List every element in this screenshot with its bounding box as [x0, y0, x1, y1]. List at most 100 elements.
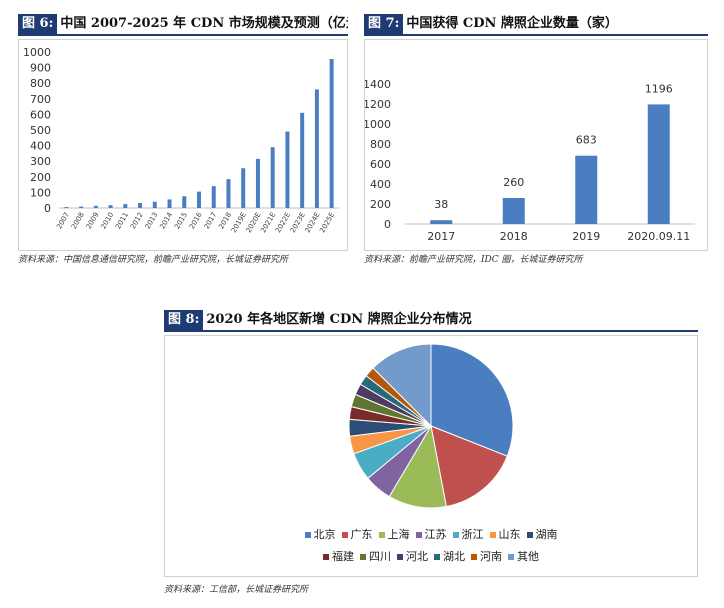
fig7-y-tick-label: 1200: [365, 98, 391, 111]
fig6-x-tick-label: 2012: [129, 211, 145, 230]
fig8-panel: 图 8: 2020 年各地区新增 CDN 牌照企业分布情况 北京 广东 上海 江苏 浙江 山…: [164, 308, 698, 600]
fig8-legend-label: 河北: [406, 550, 428, 563]
fig7-data-label: 38: [434, 198, 448, 211]
fig8-legend-label: 四川: [369, 550, 391, 563]
fig6-bar: [123, 204, 128, 208]
fig6-tag: 图 6:: [18, 14, 58, 34]
fig6-bar: [93, 205, 98, 208]
fig8-legend-label: 河南: [480, 550, 502, 563]
fig8-legend-swatch: [341, 532, 348, 538]
fig8-pie-slice: [372, 343, 432, 428]
fig7-y-tick-label: 1400: [365, 78, 391, 91]
fig6-y-tick-label: 400: [30, 140, 51, 153]
fig7-data-label: 260: [503, 176, 524, 189]
fig6-bar: [182, 196, 187, 208]
fig8-chart: [348, 343, 514, 509]
fig8-legend-item: 山东: [489, 526, 521, 542]
fig8-chart-frame: 北京 广东 上海 江苏 浙江 山东 湖南 福建 四川 河北 湖北 河南 其他: [164, 335, 698, 577]
fig6-bar: [226, 179, 231, 208]
fig8-legend-swatch: [415, 532, 422, 538]
fig6-bar: [108, 205, 113, 208]
fig8-legend-label: 湖北: [443, 550, 465, 563]
fig6-bar: [152, 201, 157, 208]
fig7-y-tick-label: 1000: [365, 118, 391, 131]
fig7-x-tick-label: 2019: [572, 230, 600, 243]
fig8-legend-swatch: [434, 554, 440, 560]
fig6-bar: [197, 191, 201, 208]
fig8-legend-label: 其他: [517, 550, 539, 563]
fig6-source: 资料来源：中国信息通信研究院，前瞻产业研究院，长城证券研究所: [18, 255, 289, 265]
fig6-y-tick-label: 600: [30, 108, 51, 121]
fig7-data-label: 683: [576, 134, 597, 147]
fig8-legend-label: 上海: [387, 528, 410, 541]
fig7-chart-frame: 0 200 400 600 800 1000 1200 1400 38 2017 260 2018 68…: [363, 39, 708, 251]
fig8-legend-item: 河北: [397, 548, 428, 564]
fig7-y-tick-label: 0: [384, 218, 391, 231]
fig6-x-tick-label: 2025E: [318, 211, 336, 234]
fig6-y-tick-label: 800: [30, 77, 51, 90]
fig6-panel: 图 6: 中国 2007-2025 年 CDN 市场规模及预测（亿元） 0 100 2…: [18, 12, 348, 268]
fig6-bar: [300, 112, 305, 208]
fig6-title-bar: 图 6: 中国 2007-2025 年 CDN 市场规模及预测（亿元）: [18, 12, 348, 36]
fig7-source: 资料来源：前瞻产业研究院，IDC 圈，长城证券研究所: [364, 255, 583, 265]
fig8-legend-label: 北京: [313, 528, 336, 541]
fig8-legend-swatch: [508, 554, 514, 560]
fig6-y-tick-label: 100: [30, 186, 51, 199]
fig6-x-tick-label: 2014: [158, 211, 174, 231]
fig7-title-bar: 图 7: 中国获得 CDN 牌照企业数量（家）: [364, 12, 708, 36]
fig7-bar: [502, 198, 525, 224]
fig8-title-bar: 图 8: 2020 年各地区新增 CDN 牌照企业分布情况: [164, 308, 698, 332]
fig6-bar: [255, 158, 260, 208]
fig6-y-tick-label: 1000: [23, 46, 51, 59]
fig6-bar: [314, 89, 319, 208]
fig8-legend-label: 江苏: [424, 528, 447, 541]
fig6-bar: [79, 206, 84, 208]
fig7-bar: [575, 155, 598, 224]
fig7-y-tick-label: 400: [370, 178, 391, 191]
fig6-x-tick-label: 2015: [173, 211, 189, 230]
fig6-x-tick-label: 2013: [144, 211, 160, 230]
fig7-y-tick-label: 800: [370, 138, 391, 151]
fig8-tag: 图 8:: [164, 310, 204, 330]
fig6-y-tick-label: 500: [30, 124, 51, 137]
fig6-bar: [241, 168, 246, 208]
fig6-y-tick-label: 900: [30, 62, 51, 75]
fig8-legend-item: 湖北: [434, 548, 465, 564]
fig8-legend-label: 福建: [332, 550, 354, 563]
fig7-x-tick-label: 2017: [427, 230, 455, 243]
fig8-legend-label: 湖南: [535, 528, 558, 541]
fig7-title: 中国获得 CDN 牌照企业数量（家）: [406, 16, 618, 31]
fig6-x-tick-label: 2016: [188, 211, 204, 231]
fig8-legend-row-2: 福建 四川 河北 湖北 河南 其他: [165, 548, 697, 564]
fig6-y-tick-label: 700: [30, 93, 51, 106]
fig8-pie-slice: [430, 425, 508, 508]
fig8-source: 资料来源：工信部，长城证券研究所: [164, 585, 309, 595]
fig6-x-tick-label: 2009: [85, 211, 101, 230]
fig6-y-tick-label: 0: [44, 202, 51, 215]
fig6-x-tick-label: 2007: [55, 211, 71, 230]
fig8-legend-item: 广东: [341, 526, 373, 542]
fig7-chart: 0 200 400 600 800 1000 1200 1400 38 2017 260 2018 68…: [363, 78, 695, 243]
fig8-legend-item: 上海: [378, 526, 410, 542]
fig8-title: 2020 年各地区新增 CDN 牌照企业分布情况: [206, 312, 472, 327]
fig7-bar: [647, 104, 670, 224]
fig7-data-label: 1196: [645, 82, 673, 95]
fig6-chart-frame: 0 100 200 300 400 500 600 700 800 900 1000 2007 2008…: [18, 39, 348, 251]
fig8-legend-row-1: 北京 广东 上海 江苏 浙江 山东 湖南: [165, 526, 697, 542]
fig6-x-tick-label: 2011: [114, 211, 130, 230]
fig7-x-tick-label: 2020.09.11: [627, 230, 690, 243]
fig8-legend-swatch: [452, 532, 459, 538]
fig8-legend-item: 湖南: [526, 526, 558, 542]
fig8-legend-label: 广东: [350, 528, 373, 541]
fig8-legend-swatch: [397, 554, 403, 560]
fig8-legend-swatch: [360, 554, 366, 560]
fig6-bar: [329, 59, 334, 208]
fig8-legend-swatch: [323, 554, 329, 560]
fig8-legend-label: 山东: [498, 528, 521, 541]
fig8-legend-swatch: [526, 532, 533, 538]
fig6-bar: [64, 207, 69, 208]
fig8-legend-swatch: [378, 532, 385, 538]
fig8-legend-item: 浙江: [452, 526, 484, 542]
fig8-legend-item: 江苏: [415, 526, 447, 542]
fig7-y-tick-label: 600: [370, 158, 391, 171]
